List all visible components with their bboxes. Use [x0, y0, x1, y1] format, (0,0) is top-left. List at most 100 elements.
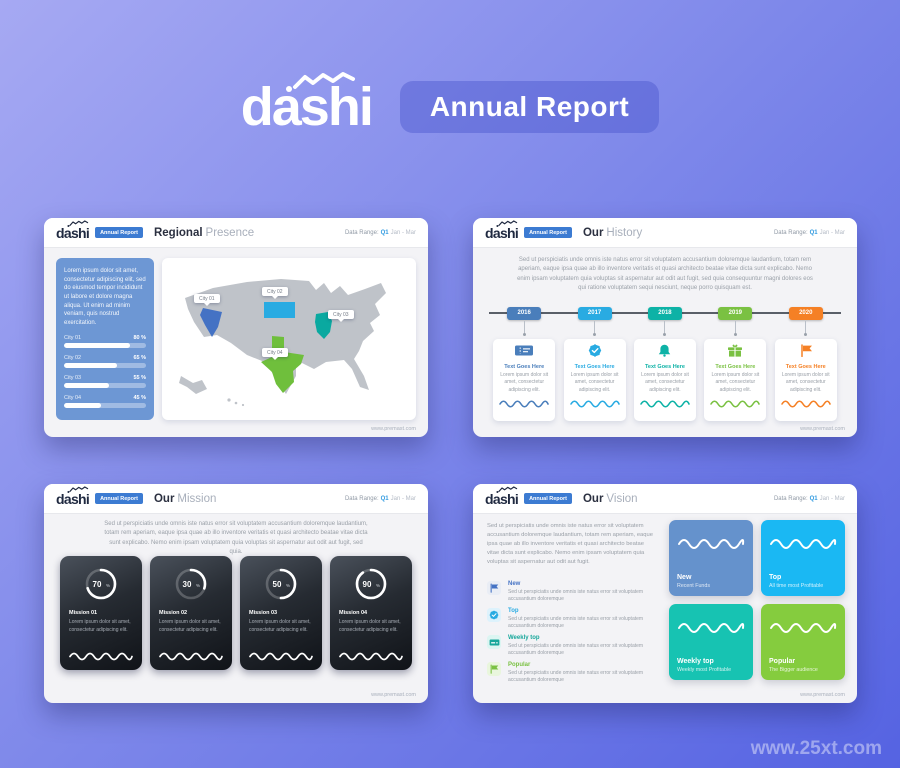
- sparkline-wave: [339, 652, 403, 661]
- state-south-dakota: [264, 302, 295, 318]
- vision-card-weekly-top: Weekly top Weekly most Profitable: [669, 604, 753, 680]
- vision-card-popular: Popular The Bigger audience: [761, 604, 845, 680]
- timeline-item-2019: 2019 Text Goes Here Lorem ipsum dolor si…: [700, 218, 770, 437]
- slide-footer-url: www.premast.com: [371, 692, 416, 698]
- year-badge: 2019: [718, 306, 753, 320]
- bar-fill: [64, 402, 101, 408]
- sparkline-wave: [678, 623, 745, 633]
- year-badge: 2016: [507, 306, 542, 320]
- data-range: Data Range: Q1 Jan - Mar: [773, 495, 845, 502]
- slide-badge: Annual Report: [524, 227, 572, 238]
- svg-text:50: 50: [273, 580, 282, 589]
- svg-text:90: 90: [363, 580, 372, 589]
- milestone-card: Text Goes Here Lorem ipsum dolor sit ame…: [704, 339, 767, 421]
- svg-text:%: %: [286, 583, 290, 588]
- sparkline-wave: [249, 652, 313, 661]
- slide-badge: Annual Report: [95, 493, 143, 504]
- sparkline-wave: [159, 652, 223, 661]
- vision-paragraph: Sed ut perspiciatis unde omnis iste natu…: [487, 523, 653, 565]
- slide-header: dashi Annual Report Regional Presence Dat…: [44, 218, 428, 248]
- slide-badge: Annual Report: [95, 227, 143, 238]
- slide-our-history: dashi Annual Report Our History Data Rang…: [473, 218, 857, 437]
- mission-card-3: 50 % Mission 03 Lorem ipsum dolor sit am…: [240, 556, 322, 670]
- flag-icon: [490, 664, 499, 674]
- sparkline-wave: [69, 652, 133, 661]
- annual-report-badge: Annual Report: [399, 81, 660, 133]
- sparkline-wave: [770, 623, 837, 633]
- feature-top: Top Sed ut perspiciatis unde omnis iste …: [487, 608, 657, 630]
- flag-icon: [490, 583, 499, 593]
- map-label: City 02: [262, 287, 288, 299]
- slide-title: Regional Presence: [153, 226, 255, 239]
- slide-footer-url: www.premast.com: [371, 426, 416, 432]
- svg-text:%: %: [106, 583, 110, 588]
- milestone-card: Text Goes Here Lorem ipsum dolor sit ame…: [493, 339, 556, 421]
- slide-logo: dashi: [56, 485, 90, 506]
- flag-icon: [801, 344, 812, 358]
- card-icon: [489, 638, 499, 646]
- map-label: City 04: [262, 348, 288, 360]
- usa-outline: [185, 279, 386, 394]
- state-illinois: [315, 312, 332, 339]
- milestone-card: Text Goes Here Lorem ipsum dolor sit ame…: [633, 339, 696, 421]
- milestone-card: Text Goes Here Lorem ipsum dolor sit ame…: [774, 339, 837, 421]
- city-bar: City 01 80 %: [64, 335, 146, 348]
- bell-icon: [659, 344, 671, 357]
- ticket-icon: [515, 345, 534, 356]
- slide-logo: dashi: [485, 485, 519, 506]
- sparkline-wave: [710, 400, 761, 408]
- data-range: Data Range: Q1 Jan - Mar: [344, 229, 416, 236]
- slide-header: dashi Annual Report Our Mission Data Rang…: [44, 484, 428, 514]
- year-badge: 2018: [647, 306, 682, 320]
- slide-title: Our Vision: [582, 492, 638, 505]
- sparkline-wave: [780, 400, 831, 408]
- state-texas: [261, 336, 304, 393]
- timeline-item-2016: 2016 Text Goes Here Lorem ipsum dolor si…: [489, 218, 559, 437]
- year-badge: 2017: [577, 306, 612, 320]
- slide-our-vision: dashi Annual Report Our Vision Data Range…: [473, 484, 857, 703]
- donut-chart: 90 %: [355, 568, 387, 600]
- history-paragraph: Sed ut perspiciatis unde omnis iste natu…: [517, 257, 813, 291]
- milestone-card: Text Goes Here Lorem ipsum dolor sit ame…: [563, 339, 626, 421]
- slide-our-mission: dashi Annual Report Our Mission Data Rang…: [44, 484, 428, 703]
- map-label: City 01: [194, 294, 220, 306]
- mission-paragraph: Sed ut perspiciatis unde omnis iste natu…: [104, 521, 368, 555]
- gift-icon: [728, 344, 743, 357]
- mission-card-1: 70 % Mission 01 Lorem ipsum dolor sit am…: [60, 556, 142, 670]
- dashi-logo: dashi: [241, 72, 374, 134]
- donut-chart: 30 %: [175, 568, 207, 600]
- alaska-outline: [179, 376, 207, 394]
- bar-fill: [64, 362, 118, 368]
- timeline-item-2018: 2018 Text Goes Here Lorem ipsum dolor si…: [630, 218, 700, 437]
- city-bar: City 04 45 %: [64, 395, 146, 408]
- badge-check-icon: [489, 610, 499, 620]
- slide-header: dashi Annual Report Our Vision Data Range…: [473, 484, 857, 514]
- regional-panel: Lorem ipsum dolor sit amet, consectetur …: [56, 258, 154, 420]
- sparkline-wave: [499, 400, 549, 408]
- slide-logo: dashi: [56, 219, 90, 240]
- sparkline-wave: [569, 400, 620, 408]
- slide-badge: Annual Report: [524, 493, 572, 504]
- slide-footer-url: www.premast.com: [800, 692, 845, 698]
- slide-regional-presence: dashi Annual Report Regional Presence Dat…: [44, 218, 428, 437]
- logo-squiggle-icon: [285, 72, 355, 92]
- svg-text:70: 70: [93, 580, 102, 589]
- timeline-item-2017: 2017 Text Goes Here Lorem ipsum dolor si…: [559, 218, 629, 437]
- city-bar: City 03 55 %: [64, 375, 146, 388]
- feature-weekly-top: Weekly top Sed ut perspiciatis unde omni…: [487, 635, 657, 657]
- sparkline-wave: [678, 539, 745, 549]
- mission-card-2: 30 % Mission 02 Lorem ipsum dolor sit am…: [150, 556, 232, 670]
- logo-squiggle-icon: [67, 219, 89, 227]
- svg-text:30: 30: [183, 580, 192, 589]
- year-badge: 2020: [788, 306, 823, 320]
- bar-fill: [64, 382, 110, 388]
- svg-text:%: %: [376, 583, 380, 588]
- logo-squiggle-icon: [67, 485, 89, 493]
- vision-card-new: New Recent Funds: [669, 520, 753, 596]
- feature-popular: Popular Sed ut perspiciatis unde omnis i…: [487, 662, 657, 684]
- timeline-item-2020: 2020 Text Goes Here Lorem ipsum dolor si…: [771, 218, 841, 437]
- slide-footer-url: www.premast.com: [800, 426, 845, 432]
- hero-header: dashi Annual Report: [0, 72, 900, 134]
- state-nevada: [200, 308, 222, 337]
